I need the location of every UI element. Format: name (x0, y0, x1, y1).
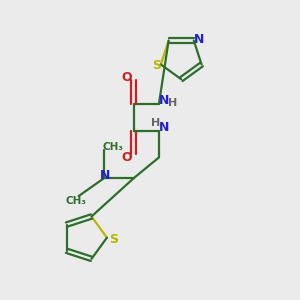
Text: N: N (159, 121, 169, 134)
Text: CH₃: CH₃ (102, 142, 123, 152)
Text: S: S (109, 233, 118, 246)
Text: H: H (168, 98, 177, 108)
Text: N: N (194, 33, 204, 46)
Text: N: N (100, 169, 111, 182)
Text: O: O (122, 71, 132, 84)
Text: N: N (159, 94, 169, 107)
Text: O: O (122, 151, 132, 164)
Text: CH₃: CH₃ (65, 196, 86, 206)
Text: S: S (152, 59, 161, 73)
Text: H: H (151, 118, 160, 128)
